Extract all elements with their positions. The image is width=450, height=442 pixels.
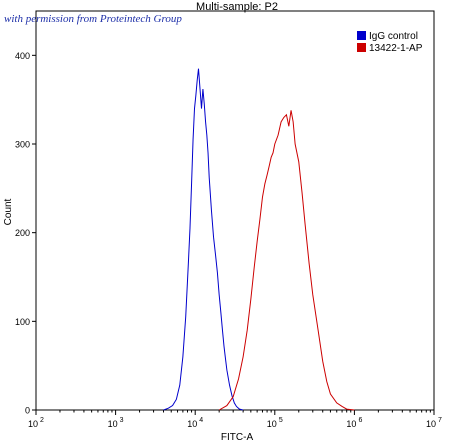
y-tick-label: 100 <box>15 317 30 327</box>
chart-title: Multi-sample: P2 <box>196 1 278 13</box>
x-tick-label: 10 <box>108 419 118 429</box>
x-tick-label: 10 <box>267 419 277 429</box>
x-tick-exponent: 3 <box>120 417 124 424</box>
legend-label: IgG control <box>369 31 418 42</box>
x-tick-exponent: 4 <box>199 417 203 424</box>
legend-swatch <box>357 43 366 52</box>
y-tick-label: 0 <box>25 406 30 416</box>
y-tick-label: 200 <box>15 228 30 238</box>
x-tick-label: 10 <box>426 419 436 429</box>
x-tick-exponent: 2 <box>40 417 44 424</box>
x-tick-exponent: 6 <box>358 417 362 424</box>
x-axis-label: FITC-A <box>221 432 254 442</box>
x-tick-label: 10 <box>187 419 197 429</box>
watermark-text: with permission from Proteintech Group <box>4 13 182 25</box>
x-tick-exponent: 5 <box>279 417 283 424</box>
x-tick-label: 10 <box>346 419 356 429</box>
series-layer <box>163 68 355 411</box>
x-tick-exponent: 7 <box>438 417 442 424</box>
x-tick-label: 10 <box>28 419 38 429</box>
y-tick-label: 400 <box>15 51 30 61</box>
plot-frame <box>35 10 435 411</box>
legend-label: 13422-1-AP <box>369 43 423 54</box>
y-tick-label: 300 <box>15 140 30 150</box>
y-axis-label: Count <box>3 198 14 225</box>
series-line-igg-control <box>163 68 244 411</box>
axes <box>35 10 435 411</box>
series-line-sample <box>218 110 355 411</box>
legend-swatch <box>357 31 366 40</box>
